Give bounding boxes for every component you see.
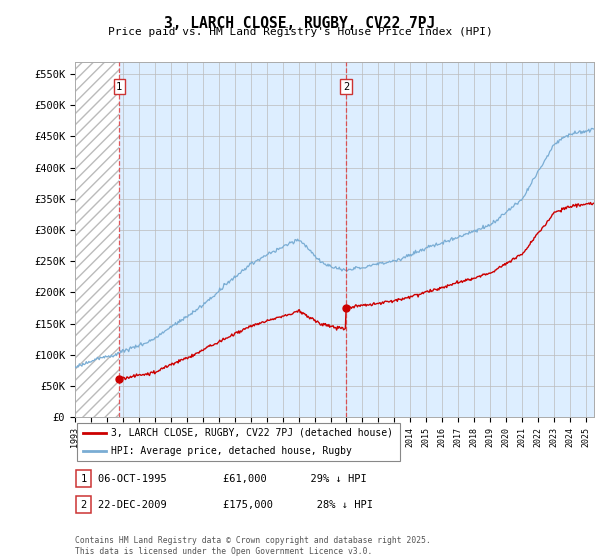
FancyBboxPatch shape — [77, 423, 400, 461]
Text: 06-OCT-1995         £61,000       29% ↓ HPI: 06-OCT-1995 £61,000 29% ↓ HPI — [98, 474, 367, 484]
FancyBboxPatch shape — [76, 496, 91, 513]
FancyBboxPatch shape — [76, 470, 91, 487]
Text: 2: 2 — [343, 82, 349, 91]
Text: 3, LARCH CLOSE, RUGBY, CV22 7PJ (detached house): 3, LARCH CLOSE, RUGBY, CV22 7PJ (detache… — [111, 428, 393, 437]
Text: 2: 2 — [80, 500, 86, 510]
Text: 1: 1 — [116, 82, 122, 91]
Text: Contains HM Land Registry data © Crown copyright and database right 2025.
This d: Contains HM Land Registry data © Crown c… — [75, 536, 431, 556]
Text: 22-DEC-2009         £175,000       28% ↓ HPI: 22-DEC-2009 £175,000 28% ↓ HPI — [98, 500, 373, 510]
Text: HPI: Average price, detached house, Rugby: HPI: Average price, detached house, Rugb… — [111, 446, 352, 456]
Text: 3, LARCH CLOSE, RUGBY, CV22 7PJ: 3, LARCH CLOSE, RUGBY, CV22 7PJ — [164, 16, 436, 31]
Text: 1: 1 — [80, 474, 86, 484]
Text: Price paid vs. HM Land Registry's House Price Index (HPI): Price paid vs. HM Land Registry's House … — [107, 27, 493, 37]
